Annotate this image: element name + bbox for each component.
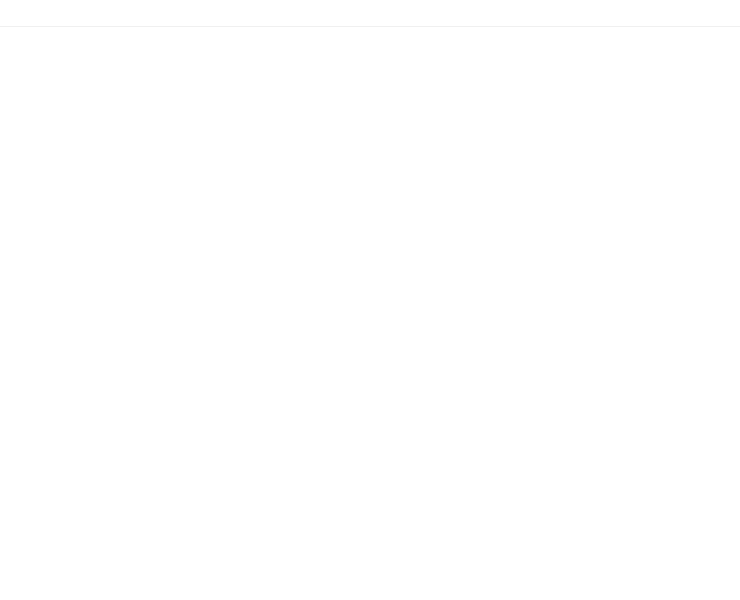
temperature-chart (0, 234, 740, 398)
header (0, 0, 740, 27)
precipitation-chart (0, 444, 740, 576)
